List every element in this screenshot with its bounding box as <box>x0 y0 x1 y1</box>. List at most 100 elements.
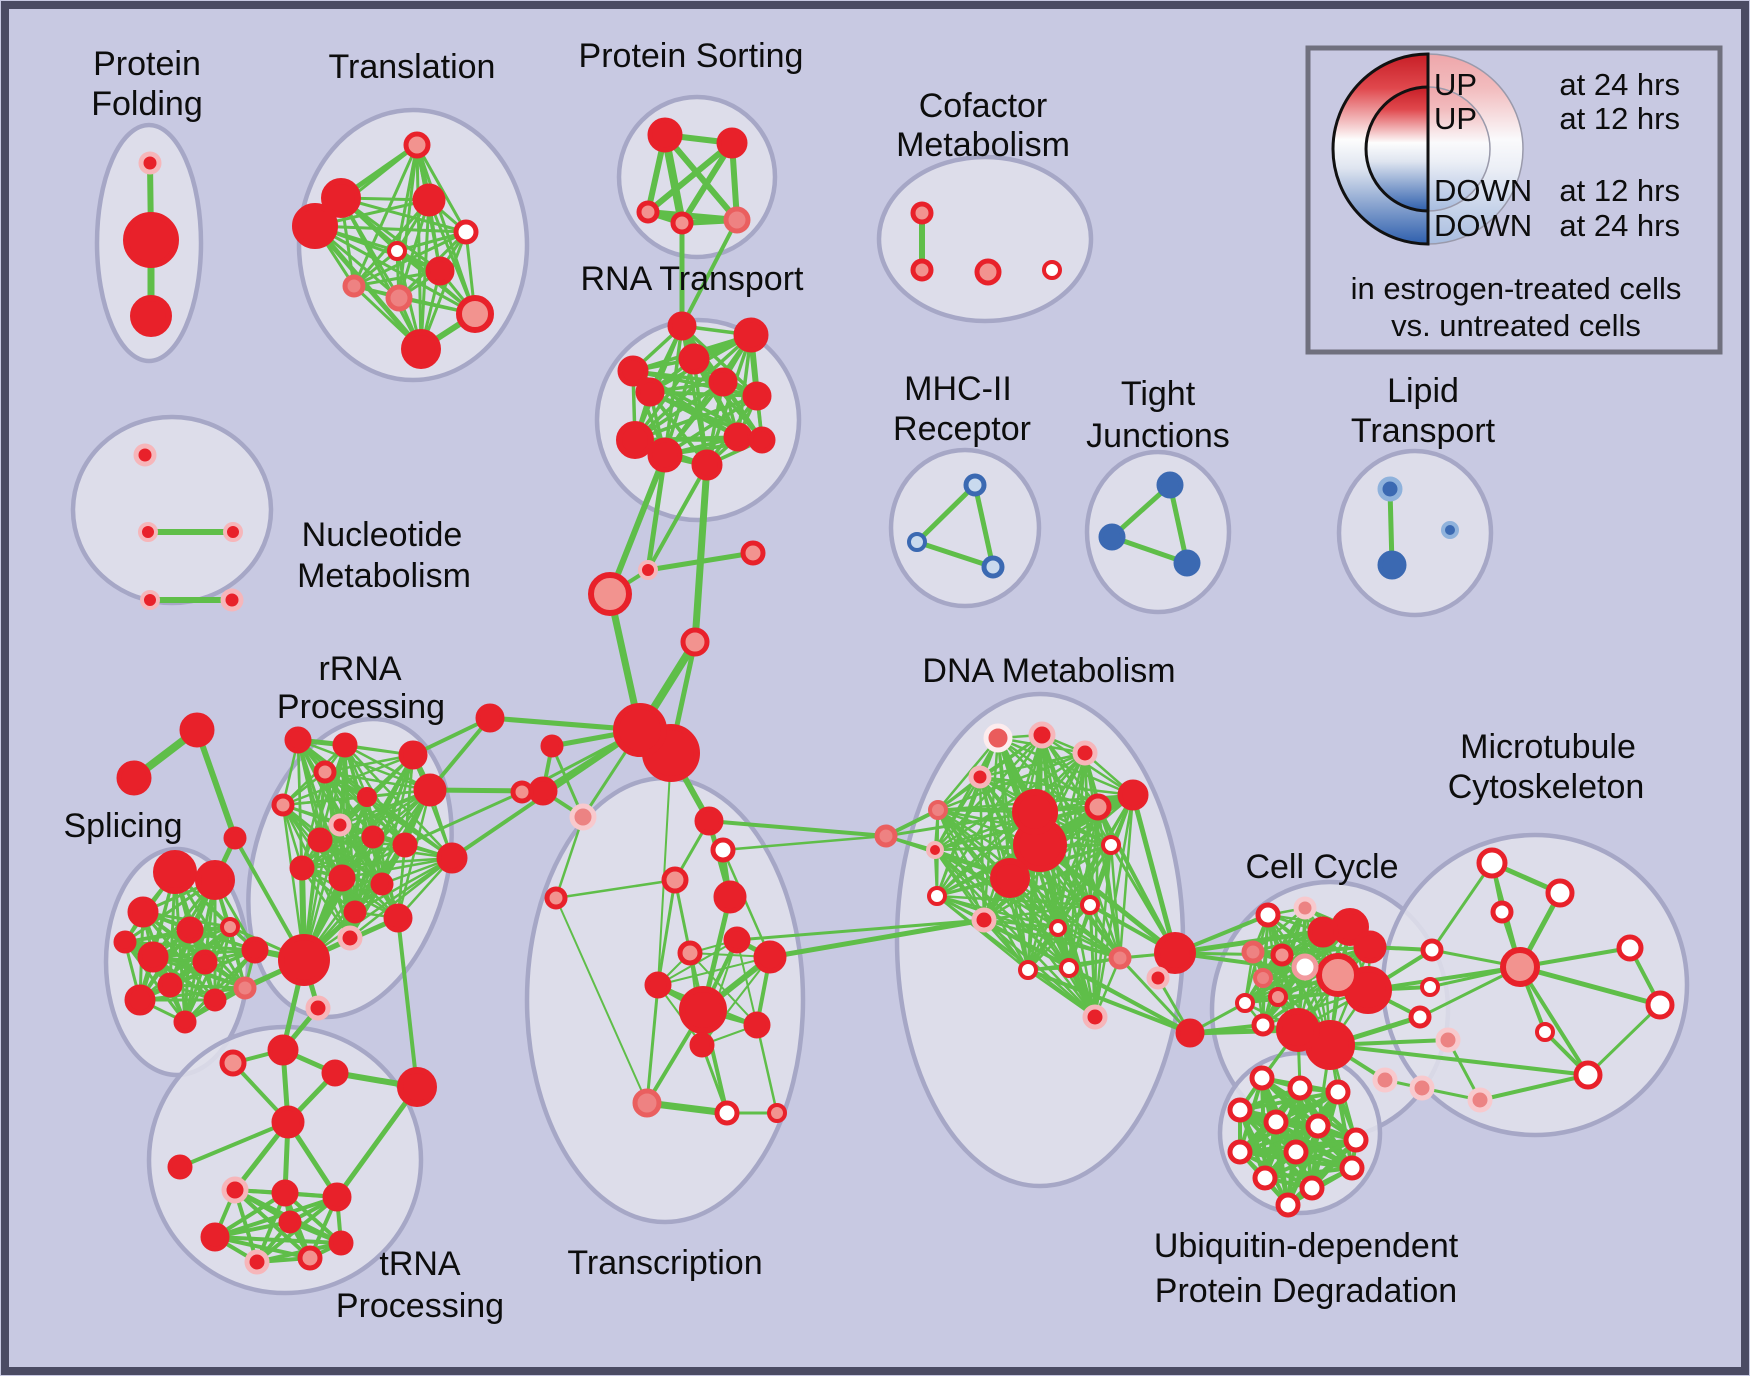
node-tx11 <box>632 1088 662 1118</box>
node-tr7 <box>342 274 366 298</box>
cluster-label-protein-folding-line2: Folding <box>91 85 203 123</box>
node-tr1 <box>321 178 361 218</box>
cluster-label-cofactor-metabolism-line1: Cofactor <box>919 87 1048 125</box>
node-tr0 <box>403 131 431 159</box>
node-ub10 <box>1299 1175 1325 1201</box>
edge <box>1517 964 1663 1008</box>
edge <box>334 1084 420 1200</box>
node-sp1 <box>195 860 235 900</box>
node-cn10 <box>475 703 505 733</box>
node-nm0 <box>133 443 157 467</box>
node-cc0 <box>1255 902 1281 928</box>
node-cn9 <box>544 886 568 910</box>
node-mh2 <box>981 555 1005 579</box>
edge <box>691 461 711 646</box>
node-dm22 <box>1175 1018 1205 1048</box>
mesh-edge <box>1109 843 1122 960</box>
legend-updown-glyph <box>1331 52 1524 246</box>
mesh-edge <box>933 848 1122 960</box>
cluster-ellipse-cofactor-metabolism <box>876 154 1094 324</box>
node-ub11 <box>1339 1155 1365 1181</box>
node-mt0 <box>1476 847 1508 879</box>
node-rr11 <box>436 842 468 874</box>
mesh-edge <box>663 394 759 457</box>
node-cn3 <box>680 627 710 657</box>
node-cn8 <box>569 803 597 831</box>
node-rr8 <box>307 827 333 853</box>
edge <box>721 834 888 852</box>
node-tx0 <box>694 806 724 836</box>
edge <box>645 550 756 573</box>
node-rr17 <box>337 925 363 951</box>
node-mt4 <box>1616 934 1644 962</box>
node-ps4 <box>723 206 751 234</box>
node-sp11 <box>203 988 227 1012</box>
node-cc15 <box>1268 987 1288 1007</box>
edge <box>914 482 978 545</box>
cluster-label-rrna-processing-line2: Processing <box>277 688 445 726</box>
node-sp6 <box>137 941 169 973</box>
mesh-edge <box>662 132 740 223</box>
node-mt1 <box>1545 878 1575 908</box>
node-rt4 <box>635 377 665 407</box>
node-tn14 <box>278 1210 302 1234</box>
node-cc19 <box>1420 977 1440 997</box>
node-rt11 <box>691 449 723 481</box>
node-dm17 <box>1059 958 1079 978</box>
edge <box>656 878 677 987</box>
node-tr6 <box>425 256 455 286</box>
node-rt8 <box>723 422 753 452</box>
node-ps2 <box>636 200 660 224</box>
mesh-edge <box>339 196 468 234</box>
mesh-edge <box>213 1235 343 1245</box>
cluster-label-trna-processing-line1: tRNA <box>379 1245 461 1283</box>
node-cn1 <box>740 540 766 566</box>
node-sg1 <box>116 760 152 796</box>
mesh-edge <box>318 838 384 886</box>
node-dm12 <box>927 886 947 906</box>
node-dm19 <box>1108 946 1132 970</box>
mesh-edge <box>982 843 1113 922</box>
node-cn6 <box>540 734 564 758</box>
mesh-edge <box>123 940 187 1024</box>
mesh-edge <box>300 856 454 870</box>
node-co3 <box>1042 260 1062 280</box>
nodes-layer <box>113 117 1675 1275</box>
node-cc6 <box>1270 943 1294 967</box>
node-tx1 <box>710 837 736 863</box>
legend-row-time: at 24 hrs <box>1559 67 1680 102</box>
edge <box>657 752 672 986</box>
node-dm11 <box>926 841 944 859</box>
mesh-edge <box>1026 968 1097 1019</box>
node-cc7 <box>1291 953 1319 981</box>
mesh-edge <box>1026 903 1092 972</box>
node-rr12 <box>289 855 315 881</box>
edge <box>645 452 668 573</box>
node-cc20 <box>1408 1005 1432 1029</box>
mesh-edge <box>168 983 247 990</box>
mesh-edge <box>213 1195 339 1239</box>
mesh-edge <box>415 143 468 234</box>
node-pf0 <box>138 151 162 175</box>
edge <box>403 790 524 847</box>
node-sp13 <box>173 1010 197 1034</box>
cluster-ellipse-nucleotide-metabolism <box>70 414 274 606</box>
node-rr4 <box>357 787 377 807</box>
edge <box>1037 842 1178 956</box>
edge <box>680 218 739 328</box>
node-ub8 <box>1283 1139 1309 1165</box>
node-mh1 <box>907 532 927 552</box>
node-sp7 <box>192 949 218 975</box>
node-nm4 <box>220 588 244 612</box>
node-cc4 <box>1353 930 1387 964</box>
node-cc18 <box>1420 938 1444 962</box>
node-dm7 <box>1012 789 1058 835</box>
node-cc21 <box>1435 1027 1461 1053</box>
node-tn7 <box>221 1176 249 1204</box>
edge <box>646 463 709 572</box>
node-mt9 <box>1535 1022 1555 1042</box>
mesh-edge <box>631 369 759 398</box>
node-cc1 <box>1293 896 1317 920</box>
node-rr7 <box>271 793 295 817</box>
